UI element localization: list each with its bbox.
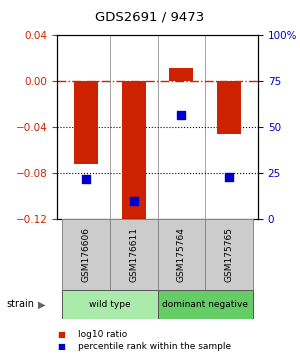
Bar — [169, 68, 194, 81]
Bar — [122, 81, 146, 222]
Text: GDS2691 / 9473: GDS2691 / 9473 — [95, 11, 205, 24]
Text: GSM175764: GSM175764 — [177, 227, 186, 282]
Bar — [74, 81, 98, 164]
Text: ■: ■ — [57, 330, 65, 339]
Text: GSM176606: GSM176606 — [81, 227, 90, 282]
Text: GSM176611: GSM176611 — [129, 227, 138, 282]
Point — [179, 112, 184, 118]
Bar — [217, 81, 241, 134]
Bar — [206, 219, 253, 290]
Bar — [110, 219, 158, 290]
Text: log10 ratio: log10 ratio — [78, 330, 127, 339]
Text: ■: ■ — [57, 342, 65, 352]
Bar — [158, 290, 253, 319]
Point — [227, 174, 232, 180]
Text: wild type: wild type — [89, 300, 130, 309]
Text: percentile rank within the sample: percentile rank within the sample — [78, 342, 231, 352]
Point — [131, 198, 136, 204]
Text: dominant negative: dominant negative — [162, 300, 248, 309]
Point — [83, 176, 88, 182]
Text: ▶: ▶ — [38, 299, 46, 309]
Bar — [62, 219, 110, 290]
Bar — [62, 290, 158, 319]
Text: strain: strain — [6, 299, 34, 309]
Bar — [158, 219, 206, 290]
Text: GSM175765: GSM175765 — [225, 227, 234, 282]
